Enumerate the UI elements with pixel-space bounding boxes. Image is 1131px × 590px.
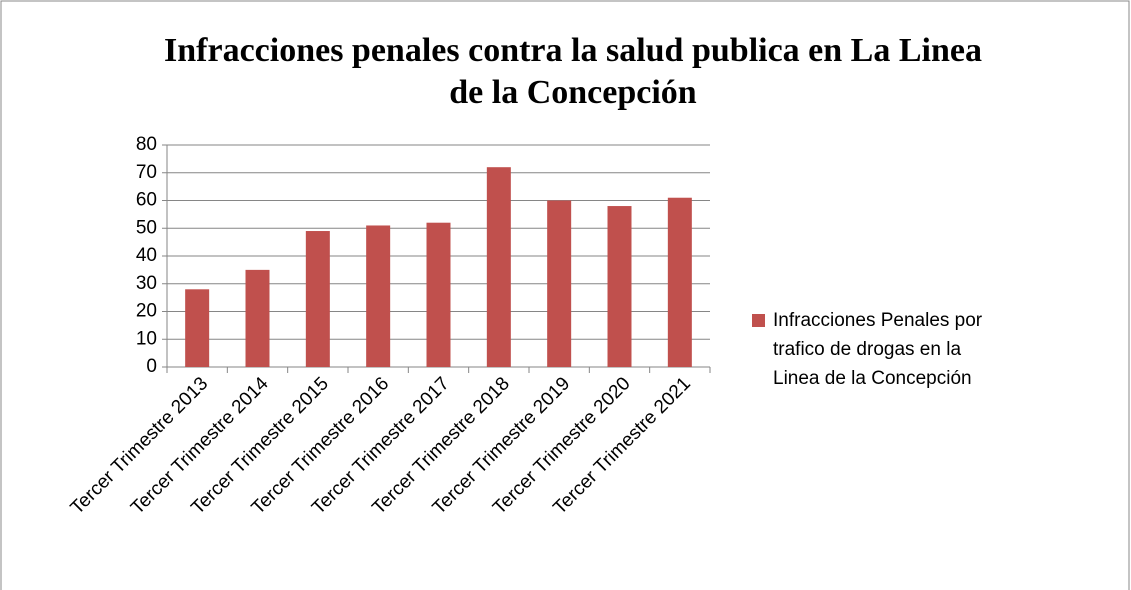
y-tick-label: 50 [136, 217, 157, 238]
y-tick-label: 60 [136, 190, 157, 211]
legend-label: Infracciones Penales por trafico de drog… [773, 310, 983, 389]
bar [547, 200, 572, 367]
bar [305, 231, 330, 367]
y-tick-label: 10 [136, 328, 157, 349]
bar [245, 269, 270, 367]
y-tick-label: 80 [136, 134, 157, 155]
bar [185, 289, 210, 367]
bar [667, 197, 692, 367]
chart-title: Infracciones penales contra la salud pub… [164, 32, 982, 111]
legend: Infracciones Penales por trafico de drog… [752, 306, 1012, 393]
y-tick-label: 0 [146, 356, 157, 377]
bar [607, 206, 632, 367]
y-tick-label: 20 [136, 301, 157, 322]
y-tick-label: 40 [136, 245, 157, 266]
legend-swatch [752, 314, 765, 327]
y-tick-label: 30 [136, 273, 157, 294]
bar [366, 225, 391, 367]
bar [426, 222, 451, 367]
bar [486, 167, 511, 367]
y-tick-label: 70 [136, 162, 157, 183]
